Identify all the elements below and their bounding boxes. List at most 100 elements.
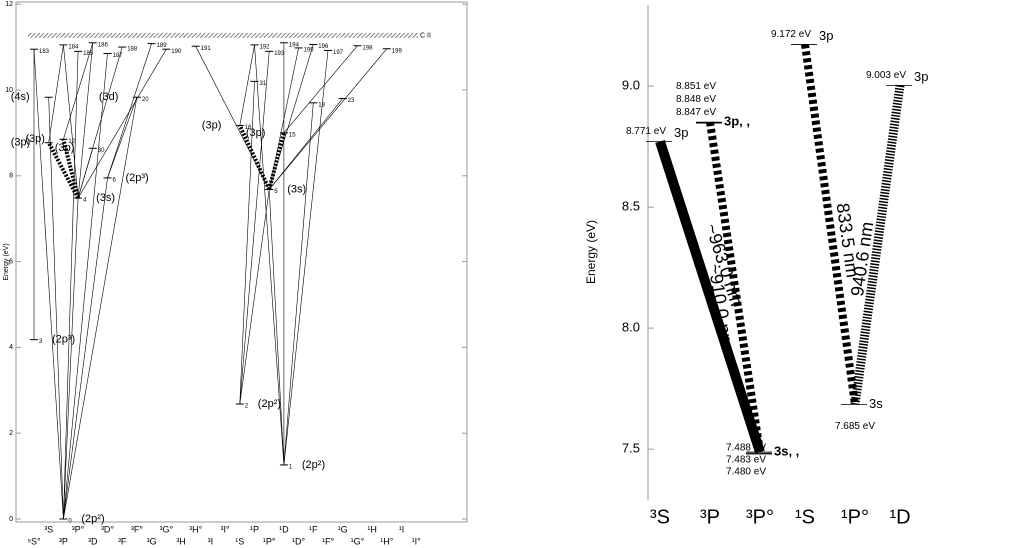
y-tick-label: 6 <box>9 258 13 265</box>
term-label: ³I <box>208 536 214 546</box>
level-number: 184 <box>68 44 79 50</box>
transition <box>237 124 272 191</box>
term-label: ³I° <box>221 524 230 534</box>
left-frame <box>15 1 468 523</box>
term-label: ³D <box>88 536 98 546</box>
y-tick-label: 9.0 <box>622 78 640 93</box>
energy-label: 9.172 eV <box>771 29 811 40</box>
level-number: 15 <box>289 132 296 138</box>
level-number: 12 <box>68 139 75 145</box>
transition <box>283 102 314 465</box>
term-label: ¹D <box>279 524 289 534</box>
transition <box>63 97 138 520</box>
transition <box>63 198 79 520</box>
energy-label: 7.488 eV <box>726 443 766 454</box>
level-config: (2p²) <box>81 513 104 525</box>
term-label: ¹H <box>367 524 377 534</box>
transition <box>77 49 167 199</box>
transition <box>239 44 255 126</box>
term-label: ¹D <box>889 506 910 528</box>
transition <box>239 51 270 405</box>
term-label: ³F° <box>131 524 143 534</box>
level-number: 3 <box>39 339 43 345</box>
level-number: 198 <box>362 45 373 51</box>
term-label: ¹P° <box>841 506 869 528</box>
energy-label: 7.685 eV <box>835 421 875 432</box>
y-tick-label: 0 <box>9 516 13 523</box>
level-config: (3p) <box>246 127 266 139</box>
term-label: ¹F° <box>322 536 334 546</box>
level-number: 192 <box>260 44 271 50</box>
level-config: 3s <box>869 396 883 411</box>
transition <box>63 53 108 520</box>
energy-label: 8.771 eV <box>626 126 666 137</box>
transition <box>77 46 123 199</box>
term-label: ³H° <box>189 524 202 534</box>
transition <box>268 48 388 190</box>
term-label: ³P° <box>746 506 774 528</box>
level-config: (4s) <box>11 91 30 103</box>
level-config: (3s) <box>287 183 306 195</box>
level-number: 2 <box>245 404 249 410</box>
level-config: (2p²) <box>302 459 325 471</box>
level-number: 5 <box>274 189 278 195</box>
term-label: ³P° <box>72 524 85 534</box>
transition <box>254 44 285 465</box>
limit-label: C II <box>420 33 431 40</box>
term-label: ¹I <box>399 524 405 534</box>
y-tick-label: 8.0 <box>622 320 640 335</box>
transition <box>107 97 138 179</box>
term-label: ¹H° <box>380 536 393 546</box>
y-tick-label: 4 <box>9 344 13 351</box>
level-number: 6 <box>113 177 117 183</box>
energy-label: 7.483 eV <box>726 455 766 466</box>
y-tick-label: 8.5 <box>622 199 640 214</box>
term-label: ³D° <box>101 524 114 534</box>
level-config: (3p) <box>11 137 31 149</box>
level-config: 3p, , <box>724 114 750 129</box>
level-config: (2p³) <box>126 172 149 184</box>
term-label: ⁵S° <box>27 536 41 546</box>
transition <box>61 138 81 199</box>
transition <box>239 189 270 405</box>
y-tick-label: 2 <box>9 430 13 437</box>
level-config: 3p <box>819 28 833 43</box>
term-label: ³P <box>700 506 720 528</box>
level-number: 197 <box>333 50 344 56</box>
level-config: (3s) <box>96 192 115 204</box>
y-tick-label: 12 <box>5 1 13 8</box>
level-config: (3d) <box>99 91 119 103</box>
level-config: (2p³) <box>52 334 75 346</box>
level-config: (2p²) <box>258 398 281 410</box>
level-config: (3p) <box>25 133 45 145</box>
level-number: 186 <box>98 42 109 48</box>
right-y-label: Energy (eV) <box>584 220 598 284</box>
level-number: 20 <box>142 97 149 103</box>
term-label: ¹D° <box>292 536 305 546</box>
transition <box>267 132 286 190</box>
energy-label: 8.848 eV <box>676 94 716 105</box>
term-label: ¹S <box>235 536 244 546</box>
level-number: 4 <box>83 198 87 204</box>
energy-label: 8.847 eV <box>676 107 716 118</box>
transition <box>801 43 859 405</box>
transition <box>283 50 329 465</box>
transition <box>63 42 94 140</box>
term-label: ¹F <box>309 524 318 534</box>
transition <box>239 81 255 405</box>
term-label: ¹G° <box>351 536 365 546</box>
level-number: 190 <box>171 49 182 55</box>
term-label: ³S <box>44 524 53 534</box>
y-tick-label: 7.5 <box>622 441 640 456</box>
left-y-label: Energy (eV) <box>3 243 10 280</box>
term-label: ³F <box>118 536 127 546</box>
level-number: 23 <box>348 98 355 104</box>
ionization-limit <box>28 32 418 38</box>
level-number: 30 <box>98 148 105 154</box>
level-config: 3p <box>674 125 688 140</box>
level-number: 194 <box>289 42 300 48</box>
transition <box>48 44 64 143</box>
energy-label: 8.851 eV <box>676 81 716 92</box>
y-tick-label: 8 <box>9 173 13 180</box>
